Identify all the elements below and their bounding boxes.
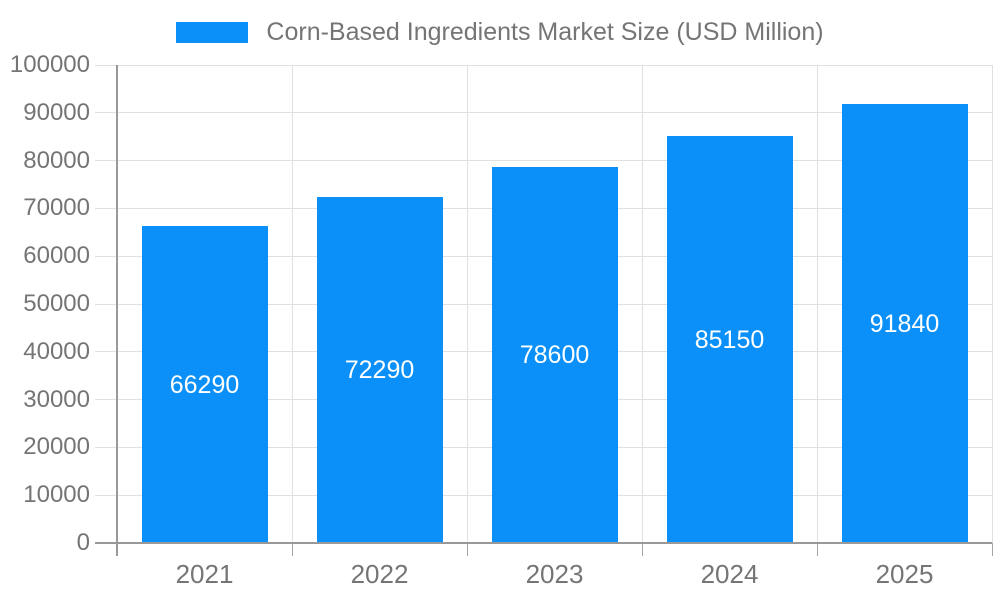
y-axis-line — [116, 65, 118, 556]
bar-value-label: 91840 — [869, 309, 940, 338]
bar-value-label: 85150 — [694, 325, 765, 354]
y-axis-tick-label: 90000 — [23, 98, 90, 126]
legend[interactable]: Corn-Based Ingredients Market Size (USD … — [0, 18, 1000, 46]
x-gridline — [816, 65, 818, 543]
legend-label: Corn-Based Ingredients Market Size (USD … — [266, 18, 824, 46]
bar-2024[interactable] — [666, 136, 793, 543]
x-axis-tick — [291, 543, 293, 556]
x-gridline — [641, 65, 643, 543]
x-axis-category-label: 2022 — [350, 559, 409, 589]
x-axis-category-label: 2023 — [525, 559, 584, 589]
y-gridline — [95, 64, 992, 66]
bar-value-label: 72290 — [344, 356, 415, 384]
x-axis-tick — [641, 543, 643, 556]
x-axis-tick — [466, 543, 468, 556]
y-axis-tick-label: 50000 — [23, 290, 90, 317]
y-axis-tick-label: 30000 — [23, 385, 90, 413]
x-gridline — [991, 65, 993, 543]
x-gridline — [291, 65, 293, 543]
y-axis-tick-label: 40000 — [23, 337, 90, 365]
bar-2021[interactable] — [141, 226, 268, 543]
y-axis-tick-label: 20000 — [23, 433, 90, 461]
y-gridline — [95, 112, 992, 114]
y-gridline — [95, 160, 992, 162]
bar-value-label: 66290 — [169, 370, 240, 399]
bar-2025[interactable] — [841, 104, 968, 543]
bar-value-label: 78600 — [519, 341, 590, 369]
legend-swatch — [176, 21, 249, 43]
y-axis-tick-label: 10000 — [23, 481, 90, 509]
bar-2023[interactable] — [491, 167, 618, 543]
y-axis-tick-label: 100000 — [9, 51, 90, 78]
y-axis-tick-label: 60000 — [23, 242, 90, 270]
bar-2022[interactable] — [316, 197, 443, 543]
y-axis-tick-label: 80000 — [23, 146, 90, 174]
y-axis-tick-label: 70000 — [23, 194, 90, 222]
x-gridline — [466, 65, 468, 543]
x-axis-category-label: 2021 — [175, 559, 234, 589]
x-axis-tick — [991, 543, 993, 556]
x-axis-category-label: 2024 — [700, 559, 759, 589]
x-axis-category-label: 2025 — [875, 559, 934, 589]
x-axis-tick — [816, 543, 818, 556]
x-axis-line — [95, 542, 992, 544]
y-axis-tick-label: 0 — [76, 529, 90, 556]
